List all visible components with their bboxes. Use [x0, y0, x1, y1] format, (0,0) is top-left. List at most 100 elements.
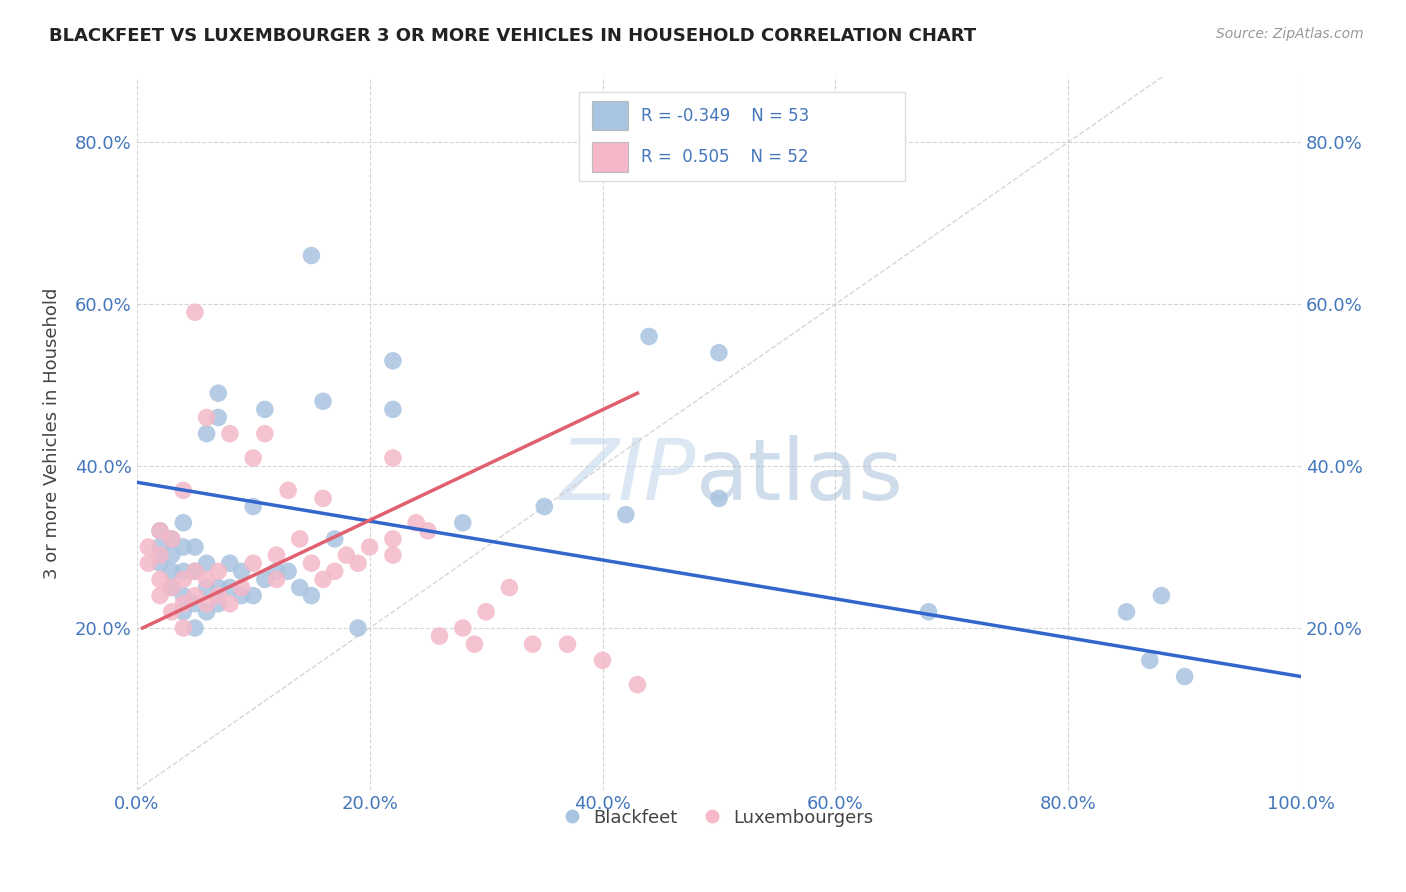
Text: Source: ZipAtlas.com: Source: ZipAtlas.com: [1216, 27, 1364, 41]
Point: [638, 329, 661, 343]
Point: [160, 548, 183, 562]
Point: [207, 564, 229, 578]
Point: [299, 556, 322, 570]
Point: [381, 402, 404, 417]
Point: [1139, 653, 1161, 667]
Point: [149, 524, 172, 538]
Point: [160, 605, 183, 619]
Point: [451, 516, 474, 530]
Point: [299, 249, 322, 263]
Point: [219, 426, 242, 441]
Point: [195, 573, 218, 587]
Point: [614, 508, 637, 522]
Point: [184, 589, 207, 603]
Text: BLACKFEET VS LUXEMBOURGER 3 OR MORE VEHICLES IN HOUSEHOLD CORRELATION CHART: BLACKFEET VS LUXEMBOURGER 3 OR MORE VEHI…: [49, 27, 976, 45]
Point: [219, 597, 242, 611]
Point: [195, 605, 218, 619]
Point: [416, 524, 439, 538]
Point: [323, 564, 346, 578]
Point: [707, 491, 730, 506]
Point: [195, 410, 218, 425]
Point: [299, 589, 322, 603]
Point: [312, 491, 335, 506]
Point: [498, 581, 520, 595]
Point: [160, 532, 183, 546]
Point: [149, 540, 172, 554]
Point: [207, 597, 229, 611]
Point: [160, 581, 183, 595]
Point: [138, 540, 160, 554]
Point: [172, 483, 194, 498]
Point: [381, 353, 404, 368]
Point: [381, 532, 404, 546]
Point: [312, 394, 335, 409]
Point: [266, 573, 288, 587]
Point: [172, 621, 194, 635]
Point: [381, 450, 404, 465]
Point: [195, 597, 218, 611]
Text: ZIP: ZIP: [560, 435, 696, 518]
Point: [207, 410, 229, 425]
Point: [207, 386, 229, 401]
Point: [463, 637, 485, 651]
Point: [1115, 605, 1137, 619]
Point: [347, 556, 370, 570]
Point: [522, 637, 544, 651]
Point: [335, 548, 357, 562]
Point: [475, 605, 498, 619]
Point: [207, 581, 229, 595]
Point: [707, 345, 730, 359]
Point: [253, 426, 276, 441]
Point: [149, 524, 172, 538]
Point: [917, 605, 939, 619]
Point: [219, 556, 242, 570]
Point: [184, 597, 207, 611]
Point: [184, 540, 207, 554]
Point: [242, 589, 264, 603]
Point: [160, 564, 183, 578]
Point: [266, 548, 288, 562]
Point: [253, 573, 276, 587]
Point: [172, 516, 194, 530]
Point: [172, 605, 194, 619]
Point: [277, 483, 299, 498]
Point: [184, 305, 207, 319]
Point: [172, 564, 194, 578]
Point: [381, 548, 404, 562]
Text: atlas: atlas: [696, 435, 904, 518]
Point: [592, 653, 614, 667]
Point: [242, 450, 264, 465]
Point: [1174, 669, 1197, 683]
Point: [149, 548, 172, 562]
Point: [266, 564, 288, 578]
Point: [405, 516, 427, 530]
Point: [253, 402, 276, 417]
Point: [195, 426, 218, 441]
Point: [172, 573, 194, 587]
Point: [172, 540, 194, 554]
Point: [288, 581, 311, 595]
Point: [138, 556, 160, 570]
Point: [160, 532, 183, 546]
Point: [288, 532, 311, 546]
Point: [195, 581, 218, 595]
Point: [359, 540, 381, 554]
Legend: Blackfeet, Luxembourgers: Blackfeet, Luxembourgers: [557, 802, 880, 834]
Point: [207, 589, 229, 603]
Point: [195, 556, 218, 570]
Point: [184, 621, 207, 635]
Point: [149, 589, 172, 603]
Point: [184, 564, 207, 578]
Point: [451, 621, 474, 635]
Point: [429, 629, 451, 643]
Point: [160, 581, 183, 595]
Point: [231, 564, 253, 578]
Point: [172, 597, 194, 611]
Point: [277, 564, 299, 578]
Point: [347, 621, 370, 635]
Point: [149, 573, 172, 587]
Point: [231, 589, 253, 603]
Point: [323, 532, 346, 546]
Point: [172, 589, 194, 603]
Point: [231, 581, 253, 595]
